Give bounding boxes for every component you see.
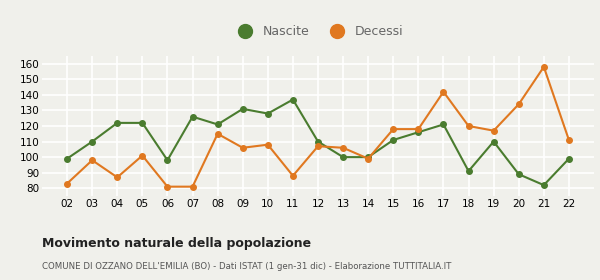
Nascite [314,112,322,115]
Decessi [465,127,472,131]
Decessi [565,102,572,106]
Decessi [440,127,447,131]
Line: Decessi: Decessi [64,64,572,190]
Nascite [164,121,171,125]
Decessi [490,90,497,94]
Nascite [590,183,598,187]
Nascite [289,107,296,111]
Nascite [415,155,422,159]
Decessi [365,144,372,148]
Decessi [264,132,271,136]
Nascite [189,121,196,125]
Decessi [389,146,397,150]
Nascite [565,172,572,176]
Nascite [365,140,372,143]
Decessi [590,65,598,69]
Decessi [113,182,121,185]
Nascite [490,123,497,126]
Nascite [214,158,221,162]
Legend: Nascite, Decessi: Nascite, Decessi [228,20,408,43]
Decessi [340,174,347,178]
Decessi [164,176,171,179]
Nascite [389,155,397,159]
Nascite [239,115,247,118]
Decessi [239,185,247,188]
Decessi [515,124,523,128]
Nascite [340,98,347,101]
Text: COMUNE DI OZZANO DELL'EMILIA (BO) - Dati ISTAT (1 gen-31 dic) - Elaborazione TUT: COMUNE DI OZZANO DELL'EMILIA (BO) - Dati… [42,262,451,271]
Decessi [289,146,296,150]
Nascite [139,140,146,143]
Nascite [440,138,447,142]
Decessi [189,154,196,157]
Nascite [515,169,523,173]
Nascite [540,140,547,143]
Nascite [264,123,271,126]
Line: Nascite: Nascite [64,97,572,188]
Decessi [314,143,322,146]
Decessi [415,157,422,160]
Text: Movimento naturale della popolazione: Movimento naturale della popolazione [42,237,311,249]
Decessi [540,129,547,132]
Decessi [139,158,146,162]
Nascite [113,157,121,160]
Nascite [465,130,472,134]
Decessi [214,185,221,188]
